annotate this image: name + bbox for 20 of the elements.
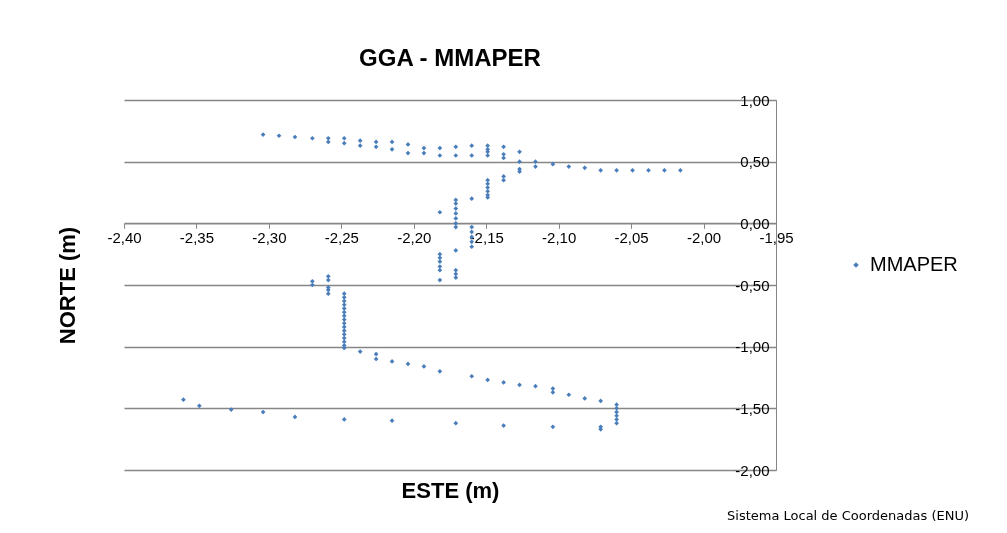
y-tick-label: -1,00 (735, 338, 770, 356)
x-tick-label: -2,25 (324, 228, 359, 246)
x-tick-label: -2,00 (686, 228, 722, 246)
chart-title: GGA - MMAPER (359, 44, 541, 71)
x-axis-title: ESTE (m) (401, 477, 500, 503)
y-tick-label: -0,50 (735, 276, 770, 294)
x-tick-label: -2,40 (107, 228, 142, 246)
x-tick-label: -2,15 (469, 228, 504, 246)
y-tick-label: -1,50 (735, 399, 770, 417)
x-tick-label: -2,10 (542, 228, 577, 246)
x-tick-label: -2,30 (252, 228, 287, 246)
y-tick-label: 1,00 (740, 91, 770, 109)
y-tick-label: 0,50 (740, 153, 770, 171)
x-tick-label: -2,05 (614, 228, 649, 246)
text: Sistema Local de Coordenadas (ENU) (727, 508, 969, 523)
x-tick-label: -2,35 (179, 228, 215, 246)
y-axis-title: NORTE (m) (54, 226, 80, 345)
y-tick-label: -2,00 (735, 461, 770, 479)
legend-label: MMAPER (870, 253, 958, 275)
x-tick-label: -2,20 (397, 228, 432, 246)
